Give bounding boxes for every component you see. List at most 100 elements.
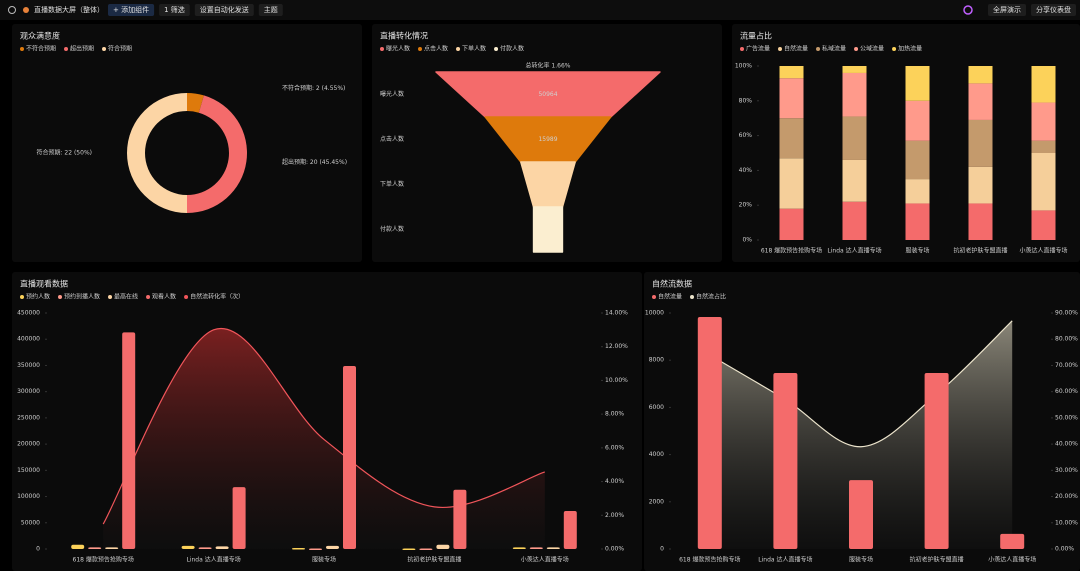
theme-icon[interactable] (963, 5, 973, 15)
legend-marker (456, 47, 461, 51)
bar (326, 545, 339, 549)
stacked-bar-segment (779, 118, 804, 159)
y2-tick-label: 90.00% (1055, 310, 1078, 317)
toolbar-button-label: 全屏演示 (993, 5, 1021, 14)
legend-label: 观看人数 (152, 293, 176, 301)
funnel-category-label: 付款人数 (380, 225, 404, 233)
y2-tick-label: 10.00% (605, 377, 628, 384)
legend-marker (380, 47, 384, 51)
stacked-bar-segment (1031, 102, 1056, 141)
chart-title: 观众满意度 (20, 31, 60, 41)
x-tick-label: 服装专场 (312, 556, 336, 564)
legend-marker (418, 47, 423, 51)
y2-tick-label: 10.00% (1055, 519, 1078, 526)
legend-label: 曝光人数 (386, 45, 410, 53)
legend-marker (892, 47, 897, 51)
stacked-bar-segment (905, 100, 930, 141)
bar (232, 487, 246, 549)
legend-label: 自然流量 (658, 293, 682, 301)
x-tick-label: Linda 达人直播专场 (186, 556, 240, 564)
funnel-annotation: 总转化率 1.66% (526, 62, 571, 70)
stacked-bar-segment (842, 159, 867, 202)
dashboard-title: 直播数据大屏（整体） (34, 5, 104, 14)
y2-tick-label: 50.00% (1055, 414, 1078, 421)
y-tick-label: 4000 (649, 451, 664, 458)
x-tick-label: 618 爆款预告抢购专场 (679, 556, 740, 564)
x-tick-label: 小羡达人直播专场 (521, 556, 569, 564)
history-icon[interactable] (8, 6, 16, 14)
bar (546, 547, 560, 549)
bar (529, 547, 543, 549)
y-tick-label: 150000 (17, 467, 40, 474)
funnel-value-label: 15989 (538, 136, 557, 143)
y-tick-label: 0 (660, 546, 664, 553)
stacked-bar-segment (905, 203, 930, 240)
toolbar-button-label: 主题 (264, 5, 278, 14)
y2-tick-label: 40.00% (1055, 441, 1078, 448)
x-tick-label: 小羡达人直播专场 (1019, 247, 1067, 255)
legend-label: 最高在线 (114, 293, 138, 301)
y-tick-label: 10000 (645, 310, 664, 317)
x-tick-label: 服装专场 (905, 247, 929, 255)
slice-label: 超出预期: 20 (45.45%) (282, 158, 347, 166)
funnel-segment (532, 206, 564, 253)
toolbar-button[interactable] (1031, 4, 1076, 16)
legend-label: 点击人数 (424, 45, 448, 53)
y-tick-label: 100000 (17, 493, 40, 500)
legend-label: 不符合预期 (26, 45, 56, 53)
y-tick-label: 400000 (17, 336, 40, 343)
y2-tick-label: 20.00% (1055, 493, 1078, 500)
rocket-icon (23, 7, 29, 13)
stacked-bar-segment (842, 72, 867, 117)
bar (563, 510, 577, 549)
toolbar-button[interactable] (159, 4, 190, 16)
bar (512, 547, 526, 549)
stacked-bar-segment (779, 208, 804, 240)
legend-marker (778, 47, 783, 51)
legend-label: 超出预期 (70, 45, 94, 53)
toolbar-button[interactable] (108, 4, 155, 16)
legend-marker (64, 47, 69, 51)
y2-tick-label: 0.00% (605, 546, 624, 553)
x-tick-label: 抗初老护肤专盟直播 (910, 556, 964, 564)
x-tick-label: 服装专场 (849, 556, 873, 564)
legend-marker (690, 295, 695, 299)
line-area (103, 328, 545, 549)
y-tick-label: 100% (735, 63, 752, 70)
legend-marker (854, 47, 859, 51)
legend-label: 下单人数 (462, 45, 486, 53)
stacked-bar-segment (842, 201, 867, 240)
toolbar-button-label: 设置自动化发送 (200, 5, 249, 14)
toolbar-button[interactable] (194, 4, 254, 16)
legend-marker (108, 295, 113, 299)
panel (12, 24, 362, 262)
bar (309, 548, 322, 550)
bar (181, 545, 195, 549)
chart-title: 直播观看数据 (20, 279, 68, 289)
donut-slice (187, 95, 248, 213)
toolbar-button-label: 分享仪表盘 (1036, 5, 1071, 14)
y2-tick-label: 30.00% (1055, 467, 1078, 474)
toolbar-button-label: + 添加组件 (113, 5, 149, 14)
y-tick-label: 8000 (649, 357, 664, 364)
x-tick-label: 抗初老护肤专盟直播 (953, 247, 1007, 255)
bar (71, 544, 85, 549)
legend-label: 自然流转化率（次） (190, 293, 244, 301)
bar (924, 372, 949, 549)
stacked-bar-segment (968, 83, 993, 120)
bar (1000, 533, 1025, 549)
line (709, 320, 1013, 448)
x-tick-label: Linda 达人直播专场 (827, 247, 881, 255)
stacked-bar-segment (779, 78, 804, 119)
toolbar-button[interactable] (988, 4, 1026, 16)
y-tick-label: 80% (739, 97, 753, 104)
stacked-bar-segment (968, 166, 993, 204)
y-tick-label: 20% (739, 202, 753, 209)
legend-marker (494, 47, 499, 51)
legend-label: 加热流量 (898, 45, 922, 53)
bar (122, 332, 136, 549)
toolbar-button[interactable] (258, 4, 283, 16)
slice-label: 符合预期: 22 (50%) (37, 149, 93, 157)
legend-label: 符合预期 (108, 45, 132, 53)
